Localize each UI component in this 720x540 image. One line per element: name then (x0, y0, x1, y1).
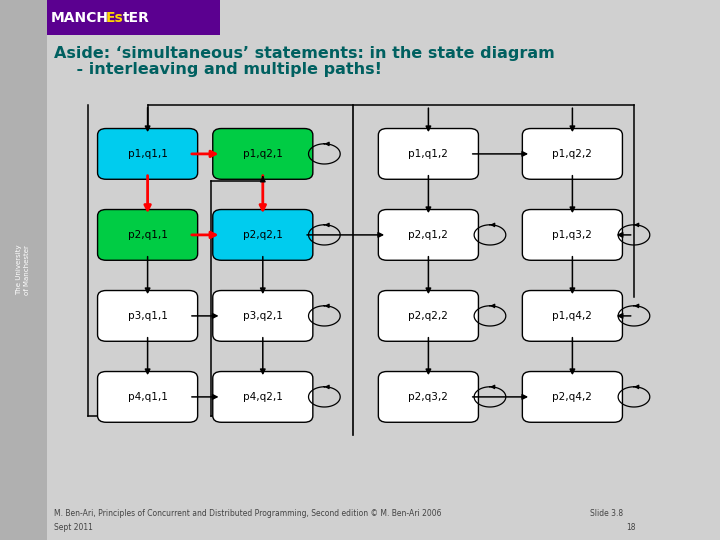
Text: p2,q4,2: p2,q4,2 (552, 392, 593, 402)
Text: p4,q1,1: p4,q1,1 (127, 392, 168, 402)
FancyBboxPatch shape (213, 129, 312, 179)
FancyBboxPatch shape (213, 210, 312, 260)
Text: - interleaving and multiple paths!: - interleaving and multiple paths! (54, 62, 382, 77)
Text: p1,q2,2: p1,q2,2 (552, 149, 593, 159)
FancyBboxPatch shape (379, 210, 478, 260)
FancyBboxPatch shape (97, 372, 197, 422)
FancyBboxPatch shape (379, 372, 478, 422)
Text: Sept 2011: Sept 2011 (54, 523, 93, 532)
Text: p2,q1,2: p2,q1,2 (408, 230, 449, 240)
Text: p3,q2,1: p3,q2,1 (243, 311, 283, 321)
Text: p2,q1,1: p2,q1,1 (127, 230, 168, 240)
Text: Es: Es (106, 11, 124, 24)
Text: p1,q1,1: p1,q1,1 (127, 149, 168, 159)
Text: p2,q2,1: p2,q2,1 (243, 230, 283, 240)
FancyBboxPatch shape (97, 291, 197, 341)
Text: p2,q2,2: p2,q2,2 (408, 311, 449, 321)
Text: p1,q3,2: p1,q3,2 (552, 230, 593, 240)
FancyBboxPatch shape (379, 129, 478, 179)
Text: p4,q2,1: p4,q2,1 (243, 392, 283, 402)
Text: 18: 18 (626, 523, 636, 532)
Text: p3,q1,1: p3,q1,1 (127, 311, 168, 321)
Text: p1,q1,2: p1,q1,2 (408, 149, 449, 159)
Text: p1,q4,2: p1,q4,2 (552, 311, 593, 321)
Text: Aside: ‘simultaneous’ statements: in the state diagram: Aside: ‘simultaneous’ statements: in the… (54, 46, 554, 61)
Text: tER: tER (122, 11, 149, 24)
FancyBboxPatch shape (213, 372, 312, 422)
FancyBboxPatch shape (213, 291, 312, 341)
Text: p1,q2,1: p1,q2,1 (243, 149, 283, 159)
Text: p2,q3,2: p2,q3,2 (408, 392, 449, 402)
FancyBboxPatch shape (47, 0, 220, 35)
FancyBboxPatch shape (523, 210, 623, 260)
FancyBboxPatch shape (0, 0, 47, 540)
FancyBboxPatch shape (523, 291, 623, 341)
FancyBboxPatch shape (97, 129, 197, 179)
Text: MANCH: MANCH (50, 11, 109, 24)
FancyBboxPatch shape (523, 129, 623, 179)
Text: M. Ben-Ari, Principles of Concurrent and Distributed Programming, Second edition: M. Ben-Ari, Principles of Concurrent and… (54, 509, 441, 518)
FancyBboxPatch shape (379, 291, 478, 341)
Text: Slide 3.8: Slide 3.8 (590, 509, 624, 518)
Text: The University
of Manchester: The University of Manchester (17, 245, 30, 295)
FancyBboxPatch shape (523, 372, 623, 422)
FancyBboxPatch shape (97, 210, 197, 260)
